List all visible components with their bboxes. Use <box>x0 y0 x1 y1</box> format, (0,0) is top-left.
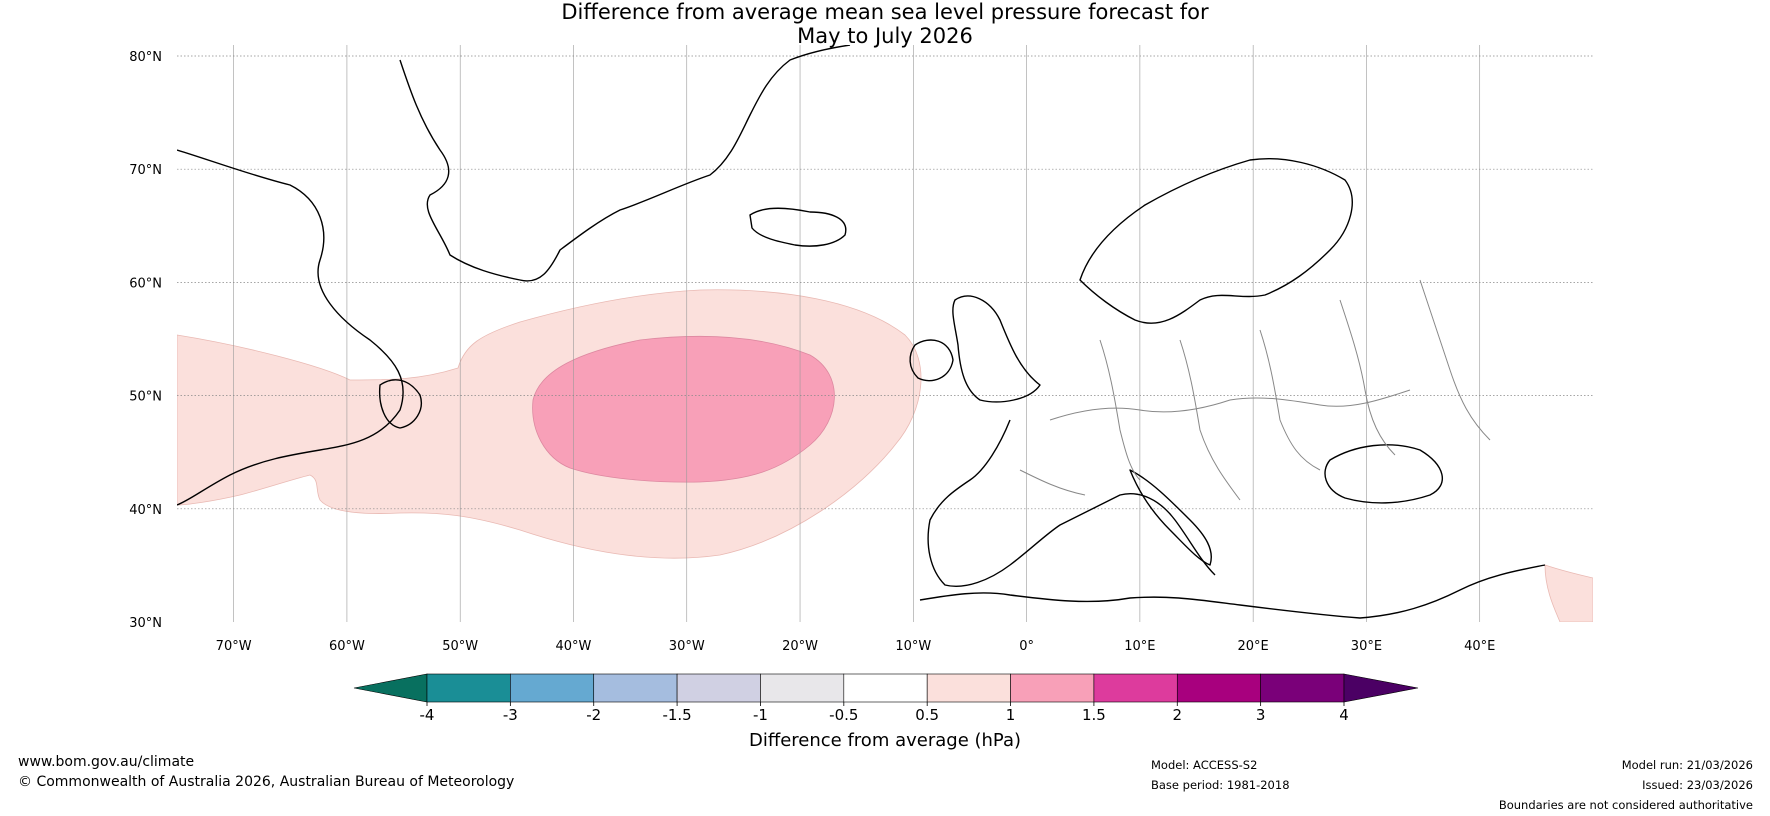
latitude-label: 50°N <box>129 390 162 405</box>
base-period: Base period: 1981-2018 <box>1151 778 1290 792</box>
longitude-label: 40°W <box>556 639 592 654</box>
colorbar-tick-label: -1.5 <box>662 706 691 724</box>
model-run-date: Model run: 21/03/2026 <box>1621 758 1753 772</box>
colorbar-tick-label: 4 <box>1339 706 1349 724</box>
colorbar-label: Difference from average (hPa) <box>749 730 1021 751</box>
anomaly-layer <box>177 289 1593 622</box>
longitude-label: 50°W <box>442 639 478 654</box>
colorbar-segment <box>1093 673 1178 703</box>
colorbar <box>353 673 1419 703</box>
colorbar-tick-label: 1 <box>1006 706 1016 724</box>
country-borders <box>1019 279 1491 501</box>
latitude-label: 40°N <box>129 503 162 518</box>
longitude-label: 20°E <box>1238 639 1269 654</box>
colorbar-segment <box>760 673 845 703</box>
longitude-label: 10°W <box>895 639 931 654</box>
longitude-label: 60°W <box>329 639 365 654</box>
colorbar-extend-high <box>1343 673 1419 703</box>
longitude-labels: 70°W 60°W 50°W 40°W 30°W 20°W 10°W 0° 10°E 20°E 30… <box>216 639 1496 654</box>
latitude-labels: 80°N 70°N 60°N 50°N 40°N 30°N <box>129 50 162 631</box>
ireland-coast <box>909 339 954 382</box>
longitude-label: 40°E <box>1464 639 1495 654</box>
colorbar-tick-labels: -4 -3 -2 -1.5 -1 -0.5 0.5 1 1.5 2 3 4 <box>420 702 1349 724</box>
colorbar-extend-low <box>353 673 428 703</box>
copyright-notice: © Commonwealth of Australia 2026, Austra… <box>18 774 515 790</box>
issued-date: Issued: 23/03/2026 <box>1642 778 1753 792</box>
graticule <box>233 45 1481 622</box>
longitude-label: 20°W <box>782 639 818 654</box>
latitude-label: 60°N <box>129 276 162 291</box>
colorbar-segment <box>1010 673 1095 703</box>
colorbar-segment <box>1260 673 1345 703</box>
british-isles-coast <box>952 295 1041 403</box>
colorbar-tick-label: -2 <box>586 706 601 724</box>
north-africa-coast <box>919 564 1546 619</box>
newfoundland-coast <box>378 379 422 429</box>
colorbar-segment <box>1176 673 1261 703</box>
longitude-label: 30°E <box>1351 639 1382 654</box>
canada-coast <box>177 149 404 506</box>
title-line-1: Difference from average mean sea level p… <box>561 0 1209 24</box>
colorbar-tick-label: -1 <box>753 706 768 724</box>
anomaly-area-mediterranean <box>1544 564 1593 622</box>
title-line-2: May to July 2026 <box>797 24 973 48</box>
latitude-label: 80°N <box>129 50 162 65</box>
colorbar-tick-label: 1.5 <box>1082 706 1106 724</box>
coastlines <box>177 45 1546 619</box>
latitude-label: 70°N <box>129 163 162 178</box>
map-title: Difference from average mean sea level p… <box>0 0 1770 48</box>
colorbar-segment <box>510 673 595 703</box>
colorbar-tick-label: -4 <box>420 706 435 724</box>
colorbar-tick-label: 2 <box>1172 706 1182 724</box>
italy-coast <box>1129 469 1212 566</box>
colorbar-segment <box>843 673 928 703</box>
black-sea-coast <box>1324 444 1443 504</box>
longitude-label: 30°W <box>669 639 705 654</box>
colorbar-tick-label: -3 <box>503 706 518 724</box>
boundaries-disclaimer: Boundaries are not considered authoritat… <box>1498 798 1753 812</box>
longitude-label: 10°E <box>1124 639 1155 654</box>
scandinavia-coast <box>1079 158 1353 324</box>
longitude-label: 70°W <box>216 639 252 654</box>
parallels <box>177 55 1593 510</box>
model-name: Model: ACCESS-S2 <box>1151 758 1258 772</box>
longitude-label: 0° <box>1019 639 1034 654</box>
greenland-coast <box>399 45 851 282</box>
colorbar-segment <box>426 673 511 703</box>
europe-west-coast <box>927 419 1216 587</box>
colorbar-segment <box>593 673 678 703</box>
anomaly-area-1-to-1-5 <box>532 335 835 483</box>
iceland-coast <box>749 207 847 247</box>
colorbar-tick-label: 0.5 <box>915 706 939 724</box>
colorbar-tick-label: -0.5 <box>829 706 858 724</box>
latitude-label: 30°N <box>129 616 162 631</box>
colorbar-tick-label: 3 <box>1256 706 1266 724</box>
colorbar-segment <box>676 673 761 703</box>
website-link[interactable]: www.bom.gov.au/climate <box>18 754 195 770</box>
colorbar-segment <box>926 673 1011 703</box>
